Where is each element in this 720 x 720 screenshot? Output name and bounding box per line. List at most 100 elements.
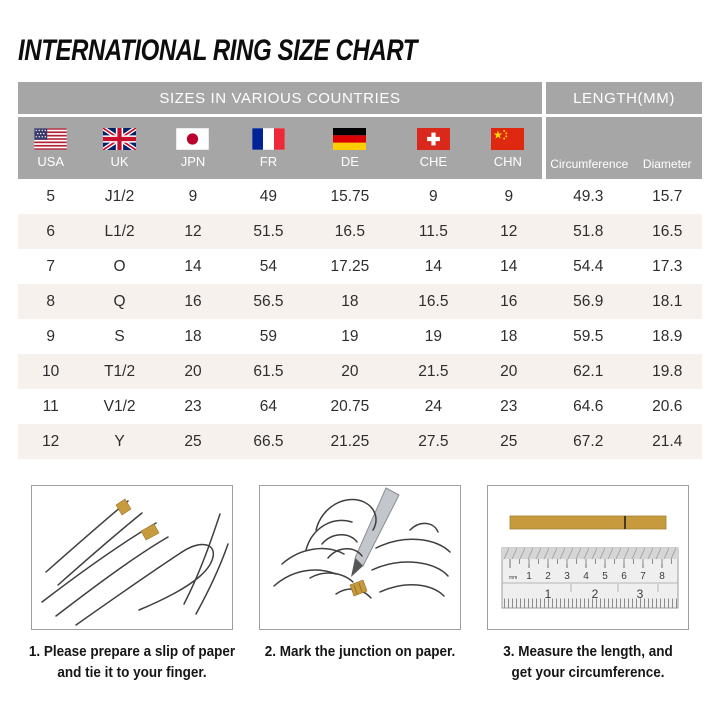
table-cell: 19.8: [652, 362, 683, 380]
column-header-circumference: Circumference: [542, 115, 633, 179]
table-cell: 9: [504, 187, 514, 205]
step2-caption: 2. Mark the junction on paper.: [264, 643, 456, 660]
table-row: 5 J1/2 9 49 15.75 9 9 49.3 15.7: [18, 179, 702, 214]
table-cell: 5: [46, 187, 55, 205]
column-label-che: DE: [340, 154, 359, 169]
usa-flag-icon: [34, 128, 68, 150]
ruler-inch-3: 3: [637, 587, 644, 601]
column-header-jpn: JPN: [155, 115, 231, 179]
column-header-chn: CHN: [473, 115, 545, 179]
ruler-inch-2: 2: [592, 587, 599, 601]
column-label-uk: UK: [110, 154, 129, 169]
table-cell: 6: [46, 222, 55, 240]
group-header-sizes: SIZES IN VARIOUS COUNTRIES: [18, 82, 545, 117]
step1-illustration-box: [31, 485, 233, 630]
table-cell: 56.9: [573, 292, 604, 310]
column-label-chn: CHN: [493, 154, 522, 169]
table-cell: 49: [259, 187, 278, 205]
column-label-jpn: JPN: [180, 154, 206, 169]
size-table-body: 5 J1/2 9 49 15.75 9 9 49.3 15.7 6 L1/2 12 51.5 16.5 11…: [18, 179, 702, 459]
column-label-usa: USA: [37, 154, 65, 169]
table-cell: 12: [184, 222, 202, 240]
table-cell: 14: [500, 257, 518, 275]
ring-size-table: SIZES IN VARIOUS COUNTRIES LENGTH(MM): [18, 82, 702, 459]
ruler-cm-2: 2: [545, 571, 551, 582]
column-header-usa: USA: [18, 115, 84, 179]
table-row: 7 O 14 54 17.25 14 14 54.4 17.3: [18, 249, 702, 284]
group-header-length: LENGTH(MM): [542, 82, 702, 117]
table-cell: 18.1: [652, 292, 683, 310]
table-cell: 25: [184, 432, 202, 450]
table-cell: T1/2: [104, 362, 136, 380]
table-cell: 9: [188, 187, 198, 205]
column-label-che: CHE: [419, 154, 448, 169]
table-cell: 67.2: [573, 432, 604, 450]
table-cell: V1/2: [103, 397, 136, 415]
table-cell: 21.4: [652, 432, 683, 450]
table-cell: 27.5: [418, 432, 449, 450]
table-cell: 25: [500, 432, 518, 450]
table-cell: 51.5: [253, 222, 284, 240]
table-cell: 61.5: [253, 362, 284, 380]
marking-junction-illustration: [273, 487, 451, 599]
country-header-row: USA UK: [18, 115, 702, 179]
table-cell: 54: [259, 257, 278, 275]
france-flag-icon: [251, 128, 285, 150]
table-cell: J1/2: [104, 187, 135, 205]
table-cell: 59: [259, 327, 278, 345]
table-cell: 12: [500, 222, 518, 240]
table-cell: 16.5: [334, 222, 365, 240]
table-cell: 23: [500, 397, 518, 415]
table-cell: 21.5: [418, 362, 449, 380]
ruler-cm-8: 8: [659, 571, 665, 582]
instruction-step-1: 1. Please prepare a slip of paper and ti…: [18, 485, 246, 683]
table-cell: 18: [184, 327, 202, 345]
ruler-unit-label: mm: [509, 575, 517, 581]
table-cell: 8: [46, 292, 55, 310]
ruler-cm-7: 7: [640, 571, 646, 582]
table-row: 8 Q 16 56.5 18 16.5 16 56.9 18.1: [18, 284, 702, 319]
table-cell: 7: [46, 257, 55, 275]
table-cell: 19: [424, 327, 442, 345]
ruler-cm-5: 5: [602, 571, 608, 582]
japan-flag-icon: [176, 128, 210, 150]
uk-flag-icon: [103, 128, 137, 150]
table-cell: 12: [42, 432, 60, 450]
table-cell: O: [113, 257, 126, 275]
column-label-fr: FR: [259, 154, 278, 169]
hand-with-paper-strip-illustration: [41, 498, 229, 626]
table-cell: 18: [341, 292, 359, 310]
table-cell: 49.3: [573, 187, 604, 205]
page: INTERNATIONAL RING SIZE CHART SIZES IN V…: [18, 34, 702, 683]
ruler-inch-1: 1: [545, 587, 552, 601]
table-row: 10 T1/2 20 61.5 20 21.5 20 62.1 19.8: [18, 354, 702, 389]
table-cell: 10: [42, 362, 60, 380]
table-row: 6 L1/2 12 51.5 16.5 11.5 12 51.8 16.5: [18, 214, 702, 249]
column-header-fr: FR: [230, 115, 307, 179]
table-cell: 19: [341, 327, 359, 345]
table-row: 12 Y 25 66.5 21.25 27.5 25 67.2 21.4: [18, 424, 702, 459]
table-cell: 62.1: [573, 362, 604, 380]
table-cell: 66.5: [253, 432, 284, 450]
germany-flag-icon: [333, 128, 367, 150]
table-cell: 16: [184, 292, 202, 310]
table-cell: 23: [184, 397, 202, 415]
table-cell: 16: [500, 292, 518, 310]
table-cell: Y: [114, 432, 125, 450]
instruction-step-3: mm 1 2 3 4 5 6 7 8 1 2 3: [474, 485, 702, 683]
column-header-de: DE: [306, 115, 394, 179]
table-cell: 17.25: [330, 257, 370, 275]
table-cell: 54.4: [573, 257, 604, 275]
ruler-cm-3: 3: [564, 571, 570, 582]
table-cell: 56.5: [253, 292, 284, 310]
step1-caption: 1. Please prepare a slip of paper and ti…: [28, 643, 236, 681]
page-title: INTERNATIONAL RING SIZE CHART: [18, 34, 418, 67]
table-cell: 15.75: [330, 187, 370, 205]
table-cell: L1/2: [104, 222, 135, 240]
table-cell: 11: [42, 397, 59, 415]
table-row: 11 V1/2 23 64 20.75 24 23 64.6 20.6: [18, 389, 702, 424]
table-cell: 51.8: [573, 222, 604, 240]
table-cell: 20: [341, 362, 359, 380]
table-cell: 20: [184, 362, 202, 380]
table-cell: 16.5: [418, 292, 449, 310]
